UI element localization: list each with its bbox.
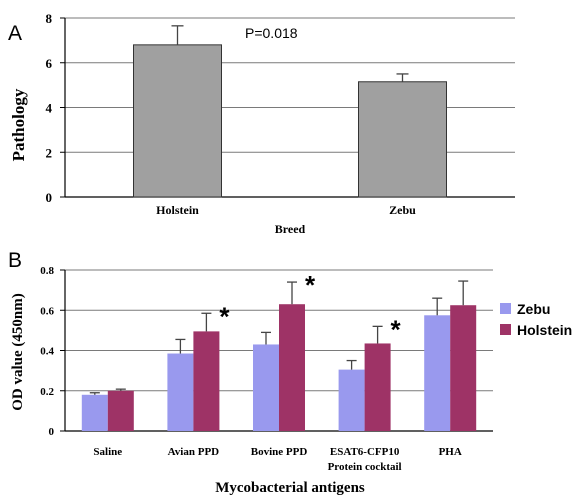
bar-holstein (364, 343, 391, 431)
x-tick-label: ESAT6-CFP10 Protein cocktail (328, 446, 402, 473)
y-tick-label: 0 (46, 190, 53, 205)
bar-zebu (167, 353, 194, 431)
bar-zebu (338, 369, 365, 431)
x-tick-label: PHA (439, 446, 462, 458)
significance-marker: * (219, 301, 230, 331)
bar-holstein (450, 305, 477, 431)
bar-zebu (81, 394, 108, 431)
chart-a-x-axis-label: Breed (275, 222, 306, 236)
significance-marker: * (305, 270, 316, 300)
x-tick-label: Zebu (389, 203, 416, 217)
y-tick-label: 4 (46, 101, 53, 116)
bar-zebu (424, 315, 451, 431)
bar-zebu (253, 344, 279, 431)
y-tick-label: 6 (46, 56, 53, 71)
legend-label-holstein: Holstein (517, 322, 572, 338)
panel-a: A P=0.018 Breed Pathology 0 2 4 6 8 Holstein Z… (8, 11, 515, 236)
chart-b-y-axis-label: OD value (450nm) (10, 293, 26, 411)
bar-holstein (107, 390, 134, 431)
chart-b-x-axis-label: Mycobacterial antigens (215, 480, 365, 496)
chart-a-y-axis-label: Pathology (9, 88, 28, 161)
x-tick-label: Avian PPD (168, 446, 219, 458)
bar (133, 44, 222, 198)
bar-holstein (279, 304, 305, 431)
y-tick-label: 8 (46, 11, 53, 26)
x-tick-label: Bovine PPD (251, 446, 308, 458)
significance-marker: * (391, 314, 402, 344)
panel-b-label: B (8, 249, 22, 272)
panel-b: B Mycobacterial antigens OD value (450nm… (8, 249, 572, 496)
y-tick-label: 2 (46, 145, 53, 160)
y-tick-label: 0.2 (40, 386, 54, 398)
legend-label-zebu: Zebu (517, 301, 550, 317)
y-tick-label: 0 (49, 426, 55, 438)
p-value-annotation: P=0.018 (245, 25, 298, 41)
y-tick-label: 0.4 (40, 346, 54, 358)
x-tick-label: Holstein (156, 203, 199, 217)
x-tick-label: Saline (93, 446, 122, 458)
y-tick-label: 0.6 (40, 305, 54, 317)
panel-a-label: A (8, 22, 22, 45)
bar-holstein (193, 331, 220, 431)
legend-swatch-holstein (500, 324, 511, 335)
y-tick-label: 0.8 (40, 265, 54, 277)
legend-swatch-zebu (500, 303, 511, 314)
bar (358, 81, 447, 198)
